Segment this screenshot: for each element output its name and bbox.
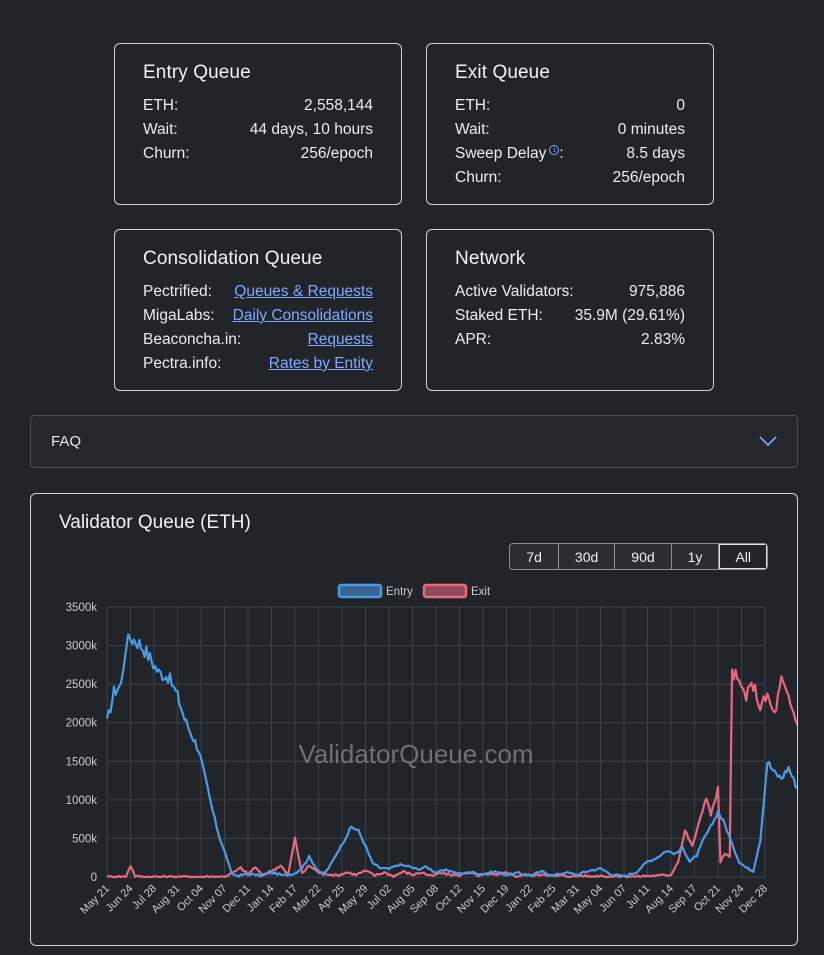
entry-wait-label: Wait: <box>143 121 178 138</box>
entry-eth-row: ETH: 2,558,144 <box>143 94 373 118</box>
legend-item-exit[interactable]: Exit <box>422 583 491 599</box>
exit-wait-label: Wait: <box>455 121 490 138</box>
y-tick-label: 2500k <box>66 679 98 691</box>
consolidation-row: Beaconcha.in: Requests <box>143 328 373 352</box>
legend-item-entry[interactable]: Entry <box>337 583 413 599</box>
legend-swatch <box>337 583 383 599</box>
validator-queue-chart[interactable]: 0 500k 1000k 1500k 2000k 2500k 3000k 3500k May 2… <box>31 494 797 945</box>
range-30d-button[interactable]: 30d <box>558 544 616 569</box>
entry-wait-row: Wait: 44 days, 10 hours <box>143 118 373 142</box>
entry-churn-label: Churn: <box>143 145 190 162</box>
y-tick-label: 1000k <box>66 795 98 807</box>
entry-queue-title: Entry Queue <box>143 62 251 83</box>
exit-wait-row: Wait: 0 minutes <box>455 118 685 142</box>
consolidation-source-label: MigaLabs: <box>143 307 215 324</box>
legend-swatch <box>422 583 468 599</box>
entry-wait-value: 44 days, 10 hours <box>249 121 373 138</box>
exit-sweep-delay-label-group: Sweep Delay i: <box>455 142 564 166</box>
exit-churn-row: Churn: 256/epoch <box>455 166 685 190</box>
staked-eth-label: Staked ETH: <box>455 307 543 324</box>
requests-link[interactable]: Requests <box>307 331 373 348</box>
range-all-button[interactable]: All <box>719 544 767 569</box>
exit-sweep-delay-label: Sweep Delay <box>455 145 547 162</box>
info-icon[interactable]: i <box>549 145 560 155</box>
exit-eth-value: 0 <box>676 97 685 114</box>
y-tick-label: 0 <box>91 872 97 884</box>
x-tick-label: May 21 <box>78 883 112 917</box>
active-validators-label: Active Validators: <box>455 283 574 300</box>
entry-series-line <box>105 633 797 878</box>
x-tick-label: Jun 07 <box>597 883 629 915</box>
exit-churn-value: 256/epoch <box>612 169 685 186</box>
x-tick-label: Jun 24 <box>104 883 136 915</box>
y-tick-label: 3000k <box>66 641 98 653</box>
legend-label: Entry <box>386 586 413 598</box>
chart-title: Validator Queue (ETH) <box>59 512 251 533</box>
time-range-selector: 7d 30d 90d 1y All <box>509 543 768 570</box>
y-tick-label: 500k <box>72 833 97 845</box>
consolidation-source-label: Pectra.info: <box>143 355 222 372</box>
apr-value: 2.83% <box>641 331 685 348</box>
apr-label: APR: <box>455 331 492 348</box>
entry-churn-value: 256/epoch <box>300 145 373 162</box>
network-title: Network <box>455 248 526 269</box>
consolidation-row: Pectrified: Queues & Requests <box>143 280 373 304</box>
exit-wait-value: 0 minutes <box>617 121 685 138</box>
active-validators-row: Active Validators: 975,886 <box>455 280 685 304</box>
entry-eth-value: 2,558,144 <box>304 97 373 114</box>
range-90d-button[interactable]: 90d <box>615 544 672 569</box>
staked-eth-value: 35.9M (29.61%) <box>574 307 685 324</box>
range-7d-button[interactable]: 7d <box>510 544 559 569</box>
y-tick-label: 1500k <box>66 756 98 768</box>
exit-sweep-delay-value: 8.5 days <box>626 145 685 162</box>
validator-queue-chart-card: Validator Queue (ETH) 7d 30d 90d 1y All … <box>30 493 798 946</box>
sweep-delay-colon: : <box>559 145 564 162</box>
watermark: ValidatorQueue.com <box>298 739 533 769</box>
exit-eth-row: ETH: 0 <box>455 94 685 118</box>
queues-requests-link[interactable]: Queues & Requests <box>234 283 373 300</box>
consolidation-source-label: Pectrified: <box>143 283 212 300</box>
range-1y-button[interactable]: 1y <box>671 544 720 569</box>
consolidation-row: MigaLabs: Daily Consolidations <box>143 304 373 328</box>
y-tick-label: 2000k <box>66 718 98 730</box>
entry-churn-row: Churn: 256/epoch <box>143 142 373 166</box>
staked-eth-row: Staked ETH: 35.9M (29.61%) <box>455 304 685 328</box>
faq-label: FAQ <box>51 433 82 450</box>
consolidation-queue-title: Consolidation Queue <box>143 248 323 269</box>
network-card: Network Active Validators: 975,886 Stake… <box>426 229 714 391</box>
entry-queue-card: Entry Queue ETH: 2,558,144 Wait: 44 days… <box>114 43 402 205</box>
active-validators-value: 975,886 <box>628 283 685 300</box>
y-tick-label: 3500k <box>66 602 98 614</box>
exit-churn-label: Churn: <box>455 169 502 186</box>
faq-accordion[interactable]: FAQ <box>30 415 798 468</box>
rates-by-entity-link[interactable]: Rates by Entity <box>268 355 373 372</box>
chevron-down-icon[interactable] <box>759 433 777 450</box>
consolidation-queue-card: Consolidation Queue Pectrified: Queues &… <box>114 229 402 391</box>
exit-queue-title: Exit Queue <box>455 62 550 83</box>
consolidation-source-label: Beaconcha.in: <box>143 331 242 348</box>
apr-row: APR: 2.83% <box>455 328 685 352</box>
consolidation-row: Pectra.info: Rates by Entity <box>143 352 373 376</box>
exit-queue-card: Exit Queue ETH: 0 Wait: 0 minutes Sweep … <box>426 43 714 205</box>
exit-sweep-delay-row: Sweep Delay i: 8.5 days <box>455 142 685 166</box>
daily-consolidations-link[interactable]: Daily Consolidations <box>232 307 373 324</box>
legend-label: Exit <box>471 586 491 598</box>
exit-series-line <box>106 668 797 879</box>
exit-eth-label: ETH: <box>455 97 491 114</box>
entry-eth-label: ETH: <box>143 97 179 114</box>
